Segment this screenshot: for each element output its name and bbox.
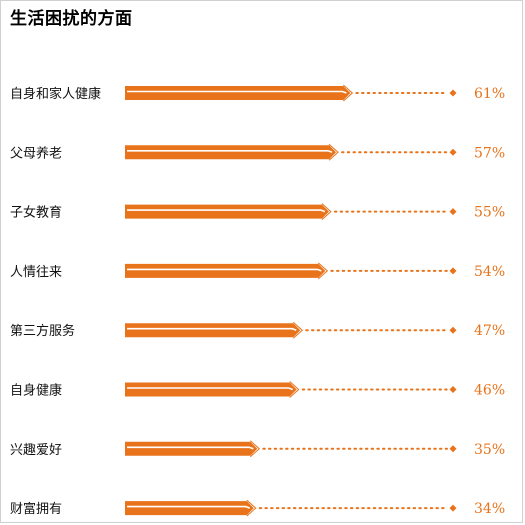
bar-highlight bbox=[127, 209, 326, 213]
bar-row: 子女教育 55% bbox=[10, 203, 505, 221]
value-label: 46% bbox=[474, 383, 505, 399]
category-label: 兴趣爱好 bbox=[10, 443, 62, 458]
category-label: 第三方服务 bbox=[10, 323, 75, 339]
category-label: 父母养老 bbox=[10, 145, 62, 161]
bar-row: 自身健康 46% bbox=[10, 381, 505, 399]
bar-tip-outline bbox=[328, 143, 339, 161]
value-label: 61% bbox=[474, 86, 505, 102]
bar-tip-outline bbox=[343, 84, 354, 102]
bar bbox=[125, 382, 297, 397]
value-label: 47% bbox=[474, 323, 505, 339]
bar-highlight bbox=[127, 387, 293, 391]
bar-tip-outline bbox=[317, 262, 329, 280]
bar-highlight bbox=[127, 90, 347, 94]
bar-tip-outline bbox=[289, 381, 300, 398]
value-label: 34% bbox=[474, 501, 505, 517]
bar bbox=[125, 204, 329, 219]
category-label: 子女教育 bbox=[10, 205, 62, 221]
bar bbox=[125, 86, 351, 100]
diamond-marker bbox=[449, 504, 457, 512]
bar-highlight bbox=[127, 268, 322, 272]
bar-tip-outline bbox=[249, 440, 261, 458]
bar-row: 人情往来 54% bbox=[10, 262, 505, 280]
category-label: 自身和家人健康 bbox=[10, 86, 101, 102]
diamond-marker bbox=[449, 445, 457, 453]
diamond-marker bbox=[449, 267, 457, 275]
diamond-marker bbox=[449, 89, 457, 97]
bar-highlight bbox=[127, 505, 251, 509]
bar-tip-outline bbox=[246, 499, 257, 517]
bar-row: 自身和家人健康 61% bbox=[10, 84, 505, 102]
bar-row: 兴趣爱好 35% bbox=[10, 440, 505, 458]
bar-highlight bbox=[127, 150, 333, 154]
diamond-marker bbox=[449, 326, 457, 334]
value-label: 57% bbox=[474, 145, 505, 161]
category-label: 财富拥有 bbox=[10, 501, 62, 517]
diamond-marker bbox=[449, 386, 457, 393]
bar-highlight bbox=[127, 327, 297, 331]
category-label: 人情往来 bbox=[10, 265, 62, 280]
diamond-marker bbox=[449, 148, 457, 156]
bar bbox=[125, 145, 337, 160]
bar bbox=[125, 441, 258, 456]
bar-row: 第三方服务 47% bbox=[10, 321, 505, 339]
bar-tip-outline bbox=[292, 321, 304, 339]
bar-tip-outline bbox=[321, 203, 332, 220]
chart-title: 生活困扰的方面 bbox=[10, 9, 133, 29]
value-label: 54% bbox=[474, 264, 505, 280]
bar bbox=[125, 263, 326, 278]
bar bbox=[125, 501, 254, 516]
bar-row: 财富拥有 34% bbox=[10, 499, 505, 517]
value-label: 35% bbox=[474, 442, 505, 458]
bar-row: 父母养老 57% bbox=[10, 143, 505, 161]
bar bbox=[125, 323, 301, 338]
value-label: 55% bbox=[474, 205, 505, 221]
diamond-marker bbox=[449, 208, 457, 216]
bar-highlight bbox=[127, 446, 254, 450]
category-label: 自身健康 bbox=[10, 383, 62, 399]
